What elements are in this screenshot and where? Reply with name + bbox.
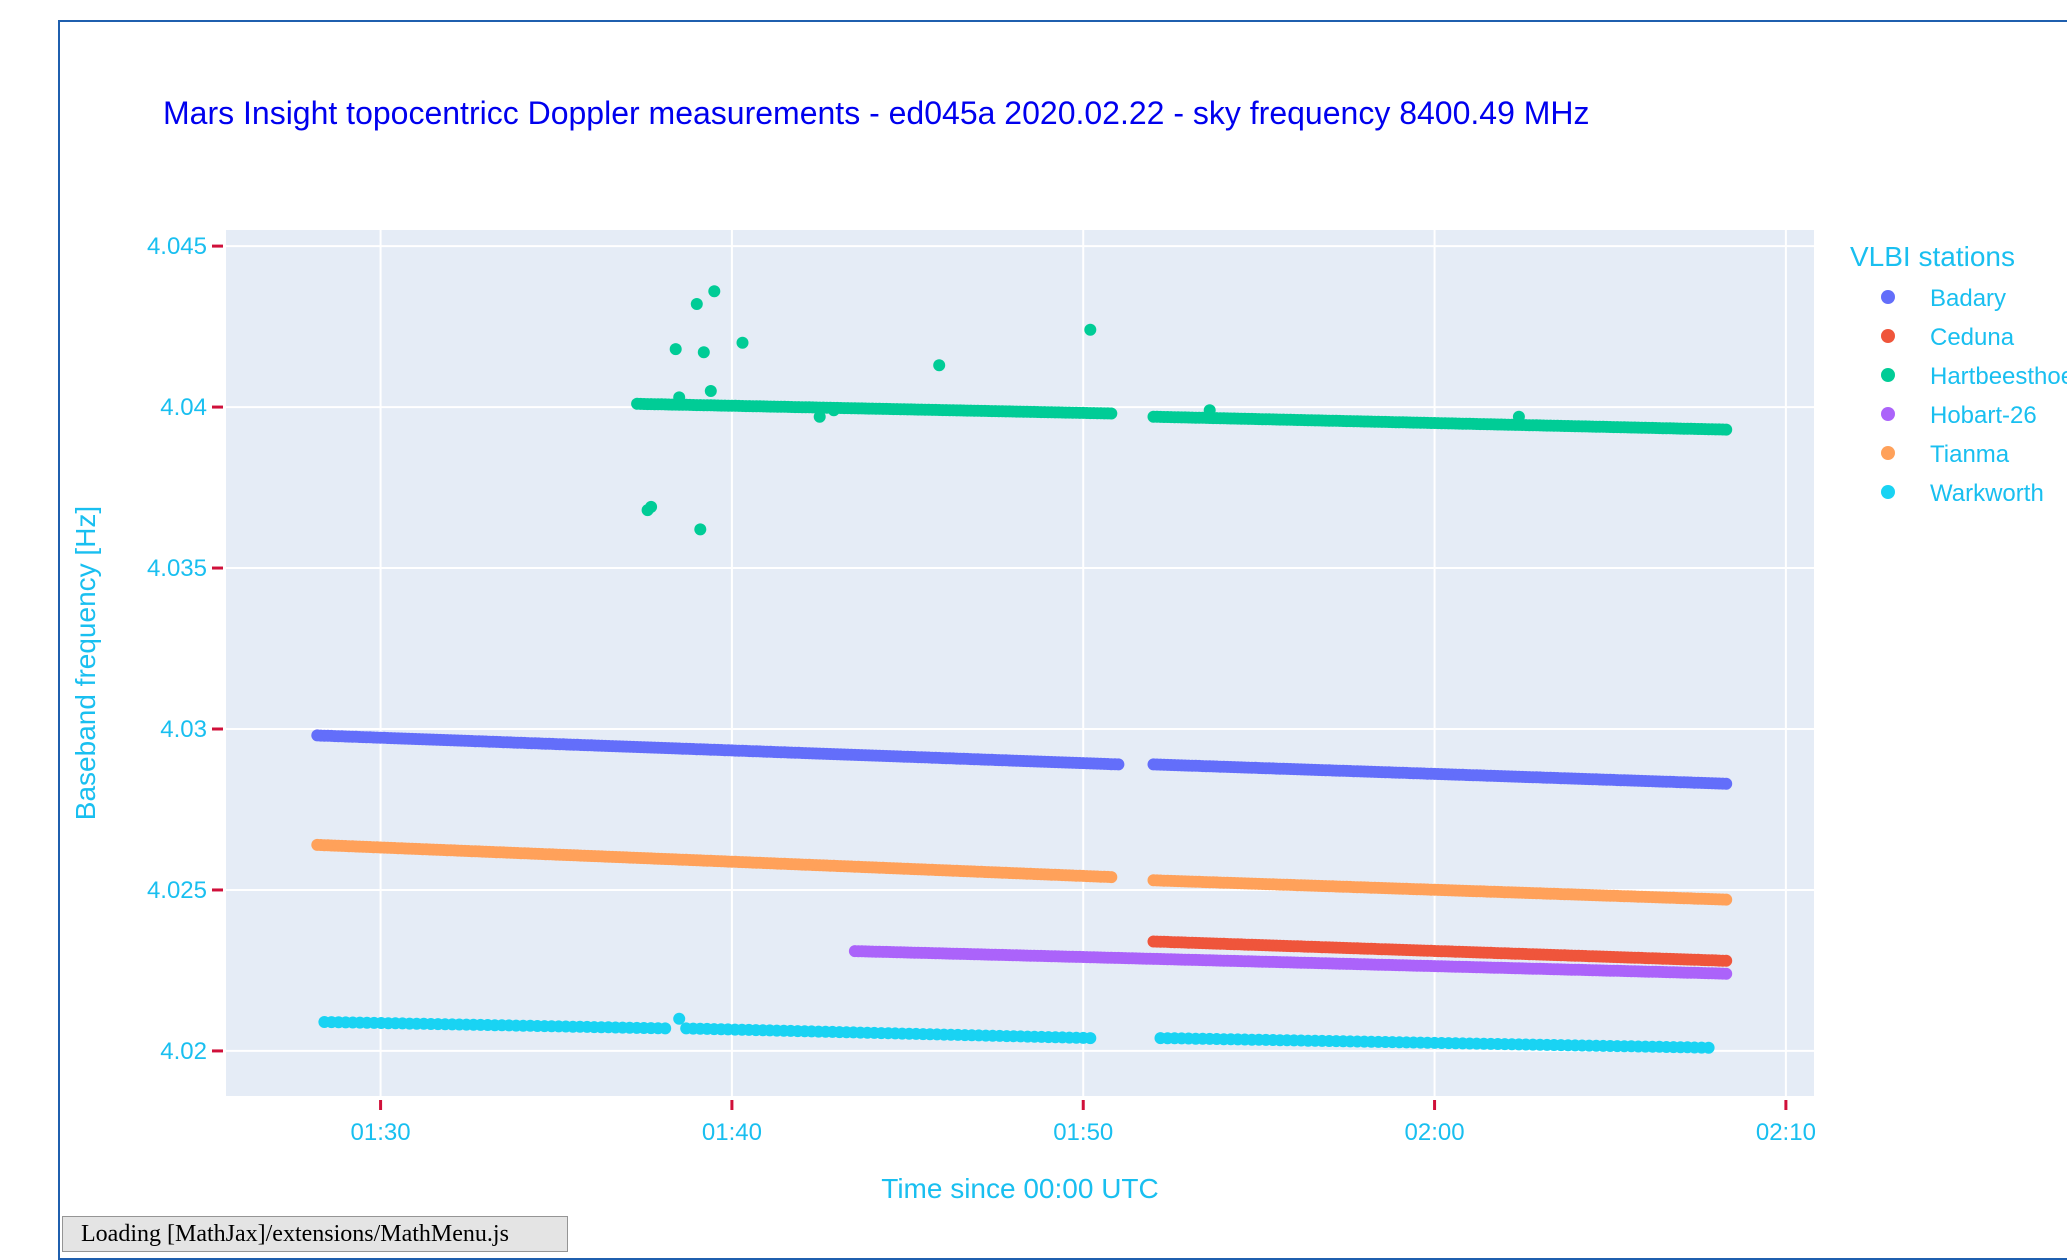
data-point	[1702, 1041, 1715, 1054]
series-badary	[311, 729, 1733, 790]
data-point	[673, 1012, 686, 1025]
data-point	[697, 346, 710, 359]
data-point	[690, 298, 703, 310]
legend-title: VLBI stations	[1850, 241, 2015, 272]
series-ceduna	[1147, 935, 1733, 967]
data-point	[1720, 954, 1733, 967]
data-point	[1720, 893, 1733, 906]
y-tick-label: 4.02	[160, 1038, 207, 1065]
x-tick-label: 01:50	[1053, 1119, 1113, 1146]
y-tick-label: 4.03	[160, 716, 207, 743]
data-point	[1720, 423, 1733, 436]
x-tick-label: 02:10	[1756, 1119, 1816, 1146]
legend-marker-icon	[1881, 368, 1895, 382]
legend-label: Hartbeesthoek	[1930, 363, 2067, 390]
legend-item-hobart-26[interactable]: Hobart-26	[1881, 402, 2037, 429]
x-gridlines	[379, 230, 1787, 1096]
x-tick-label: 01:30	[351, 1119, 411, 1146]
data-point	[933, 359, 946, 372]
legend-item-tianma[interactable]: Tianma	[1881, 441, 2010, 468]
chart-title: Mars Insight topocentricc Doppler measur…	[163, 95, 1590, 131]
y-tick-label: 4.04	[160, 394, 207, 421]
data-point	[1720, 777, 1733, 790]
x-tick-label: 02:00	[1405, 1119, 1465, 1146]
legend-label: Tianma	[1930, 441, 2010, 468]
legend-marker-icon	[1881, 290, 1895, 304]
data-point	[1720, 967, 1733, 980]
legend-marker-icon	[1881, 329, 1895, 343]
data-point	[669, 343, 682, 356]
series-warkworth	[318, 1012, 1715, 1054]
data-point	[736, 336, 749, 349]
data-point	[708, 285, 721, 298]
legend[interactable]: Badary Ceduna Hartbeesthoek Hobart-26 Tianma…	[1881, 285, 2067, 507]
series-layer	[311, 285, 1733, 1054]
data-point	[704, 385, 717, 397]
legend-marker-icon	[1881, 407, 1895, 421]
y-axis-label: Baseband frequency [Hz]	[70, 506, 101, 820]
legend-item-badary[interactable]: Badary	[1881, 285, 2006, 312]
data-point	[1512, 410, 1525, 423]
y-tick-label: 4.035	[147, 555, 207, 582]
data-point	[659, 1022, 672, 1035]
legend-label: Warkworth	[1930, 480, 2044, 507]
legend-label: Badary	[1930, 285, 2006, 312]
legend-marker-icon	[1881, 446, 1895, 460]
series-tianma	[311, 838, 1733, 906]
y-tick-label: 4.045	[147, 233, 207, 260]
mathjax-loading-status: Loading [MathJax]/extensions/MathMenu.js	[62, 1216, 568, 1252]
y-tick-label: 4.025	[147, 877, 207, 904]
data-point	[1105, 871, 1118, 884]
x-tick-label: 01:40	[702, 1119, 762, 1146]
data-point	[1084, 323, 1097, 336]
legend-item-hartbeesthoek[interactable]: Hartbeesthoek	[1881, 363, 2067, 390]
data-point	[641, 504, 654, 517]
y-axis-ticks: 4.02 4.025 4.03 4.035 4.04 4.045	[147, 233, 223, 1065]
data-point	[1112, 758, 1125, 771]
x-axis-ticks: 01:30 01:40 01:50 02:00 02:10	[351, 1100, 1816, 1146]
data-point	[1105, 407, 1118, 420]
legend-item-ceduna[interactable]: Ceduna	[1881, 324, 2015, 351]
data-point	[1203, 404, 1216, 417]
data-point	[813, 410, 826, 423]
x-axis-label: Time since 00:00 UTC	[881, 1173, 1159, 1204]
series-hartbeesthoek	[631, 285, 1733, 536]
data-point	[1084, 1032, 1097, 1045]
legend-label: Ceduna	[1930, 324, 2015, 351]
legend-marker-icon	[1881, 485, 1895, 499]
data-point	[673, 391, 686, 404]
data-point	[827, 404, 840, 417]
series-hobart-26	[848, 945, 1733, 980]
data-point	[694, 523, 707, 536]
legend-label: Hobart-26	[1930, 402, 2037, 429]
legend-item-warkworth[interactable]: Warkworth	[1881, 480, 2044, 507]
